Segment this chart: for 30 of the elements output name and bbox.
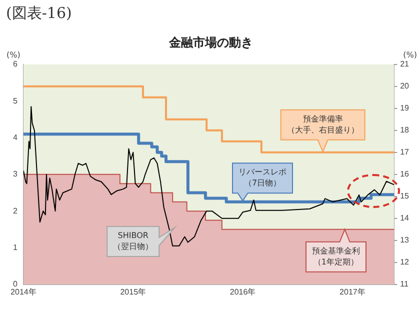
y-tick-label: 5 <box>12 96 18 106</box>
y2-tick-label: 18 <box>400 126 410 135</box>
y2-tick-label: 13 <box>400 236 410 245</box>
y2-tick-label: 19 <box>400 104 410 113</box>
y2-tick-label: 17 <box>400 148 410 157</box>
y2-tick-label: 15 <box>400 192 410 201</box>
y2-tick-label: 20 <box>400 82 410 91</box>
series-label: リバースレポ（7日物） <box>238 168 287 188</box>
series-label: 預金基準金利（1年定期） <box>312 246 360 266</box>
text: (図表-16) <box>6 4 72 23</box>
chart-title: 金融市場の動き <box>168 36 253 50</box>
y2-tick-label: 16 <box>400 170 410 179</box>
text: 預金準備率（大手、右目盛り） <box>286 114 359 134</box>
text: SHIBOR（翌日物） <box>113 231 154 252</box>
y2-tick-label: 21 <box>400 60 410 69</box>
y-tick-label: 6 <box>12 60 18 69</box>
x-tick-label: 2016年 <box>230 287 256 296</box>
y-tick-label: 2 <box>12 206 18 216</box>
x-tick-label: 2014年 <box>10 287 36 296</box>
y-axis-title: (%) <box>6 50 20 60</box>
x-tick-label: 2015年 <box>120 287 146 296</box>
y-tick-label: 0 <box>12 280 18 289</box>
x-tick-label: 2017年 <box>340 287 366 296</box>
y2-tick-label: 14 <box>400 214 410 223</box>
y-tick-label: 3 <box>12 170 18 179</box>
y-tick-label: 4 <box>12 132 18 142</box>
y2-tick-label: 12 <box>400 258 410 267</box>
y2-tick-label: 11 <box>400 280 409 289</box>
y2-axis-title: (%) <box>403 50 418 60</box>
y-tick-label: 1 <box>12 242 18 252</box>
